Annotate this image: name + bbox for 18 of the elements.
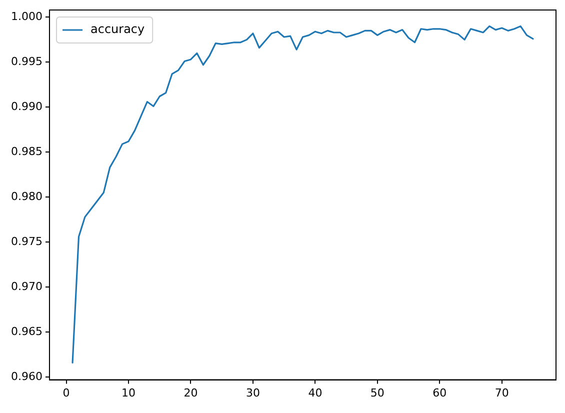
x-tick-label: 50	[370, 386, 384, 400]
x-tick-label: 40	[308, 386, 322, 400]
x-tick-label: 70	[494, 386, 509, 400]
x-tick-label: 10	[122, 386, 136, 400]
y-tick-label: 0.985	[10, 145, 42, 158]
legend-label: accuracy	[90, 22, 145, 36]
x-tick-label: 60	[432, 386, 447, 400]
x-tick-label: 30	[246, 386, 260, 400]
x-tick-label: 20	[184, 386, 198, 400]
y-tick-label: 0.970	[10, 280, 42, 293]
y-tick-label: 0.995	[10, 55, 42, 68]
x-tick-label: 0	[62, 386, 70, 400]
y-tick-label: 1.000	[10, 10, 42, 24]
y-tick-label: 0.965	[10, 324, 42, 338]
y-tick-label: 0.990	[10, 100, 42, 114]
y-tick-label: 0.980	[10, 190, 42, 204]
y-tick-label: 0.975	[10, 234, 42, 248]
y-tick-label: 0.960	[10, 370, 42, 383]
